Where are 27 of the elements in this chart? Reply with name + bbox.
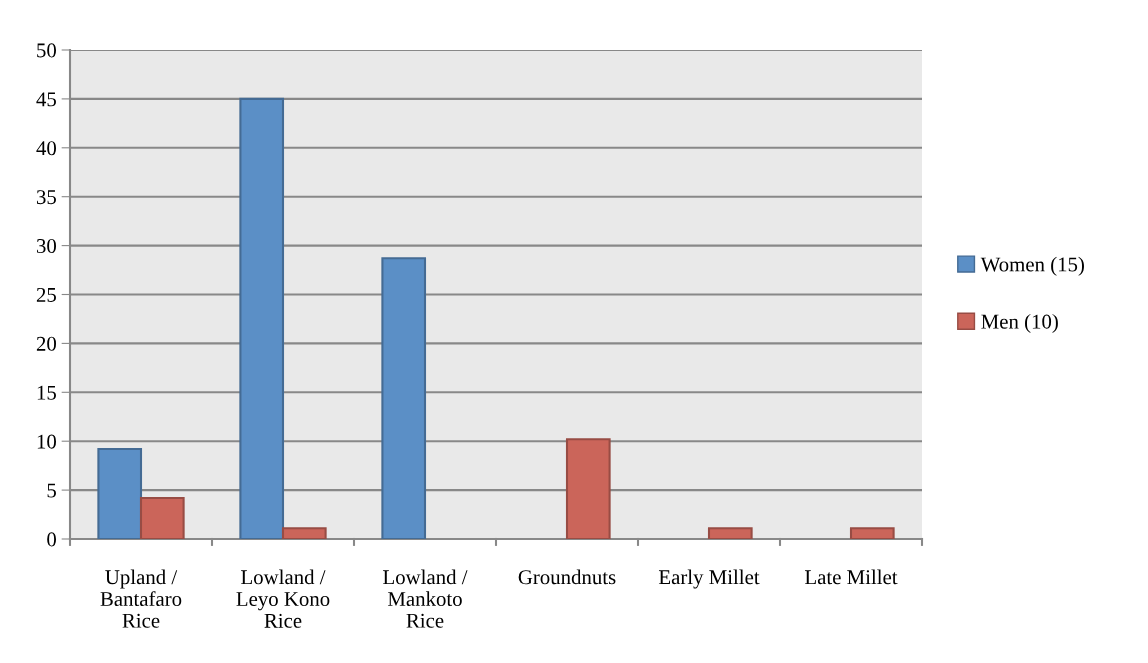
legend-label: Women (15) (980, 256, 1084, 276)
legend-label: Men (10) (981, 314, 1058, 333)
y-tick-label: 35 (36, 190, 56, 205)
y-tick-label: 10 (37, 434, 57, 449)
x-tick-label: Lowland / Leyo Kono Rice (236, 569, 330, 628)
x-tick-label: Upland / Bantafaro Rice (100, 569, 182, 628)
x-tick-label: Lowland / Mankoto Rice (383, 569, 468, 628)
x-tick-label: Early Millet (658, 569, 760, 589)
y-tick-label: 25 (36, 287, 56, 302)
bar (381, 257, 427, 539)
bar (565, 438, 611, 539)
y-tick-label: 5 (47, 483, 56, 498)
y-tick-label: 30 (36, 238, 57, 254)
bar (97, 447, 143, 539)
x-tick-label: Groundnuts (518, 569, 616, 585)
bar (849, 527, 895, 539)
bar (281, 527, 327, 539)
y-tick-label: 45 (36, 92, 56, 107)
bar (139, 496, 185, 539)
bar (239, 97, 285, 539)
bar (707, 527, 753, 539)
y-tick-label: 0 (47, 532, 57, 547)
y-tick-label: 40 (36, 141, 57, 156)
y-tick-label: 20 (36, 336, 57, 351)
y-tick-label: 50 (37, 43, 57, 58)
x-tick-label: Late Millet (805, 569, 898, 585)
y-tick-label: 15 (37, 385, 56, 400)
